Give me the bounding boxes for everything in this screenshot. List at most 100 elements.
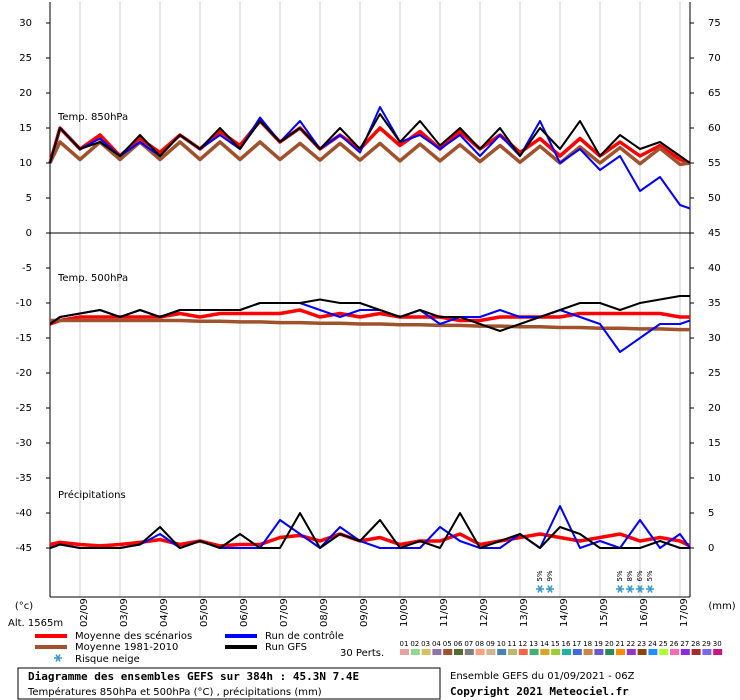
- y2-tick-label: 75: [708, 18, 721, 29]
- member-label: 26: [670, 640, 679, 648]
- member-swatch: [637, 649, 647, 655]
- member-swatch: [410, 649, 420, 655]
- member-label: 01: [400, 640, 409, 648]
- member-swatch: [529, 649, 539, 655]
- member-swatch: [475, 649, 485, 655]
- series-line: [49, 113, 691, 164]
- panel-label: Précipitations: [58, 489, 126, 501]
- x-tick-label: 08/09: [319, 598, 330, 627]
- member-swatch: [400, 649, 409, 655]
- y-tick-label: 25: [19, 53, 32, 64]
- member-swatch: [616, 649, 625, 655]
- chart-subtitle: Températures 850hPa et 500hPa (°C) , pré…: [27, 686, 322, 698]
- snow-icon-stroke: [537, 585, 543, 593]
- y2-tick-label: 45: [708, 228, 721, 239]
- y2-tick-label: 35: [708, 298, 721, 309]
- member-swatch: [659, 649, 669, 655]
- x-tick-label: 05/09: [199, 598, 210, 627]
- y-tick-label: -45: [16, 543, 32, 554]
- snow-icon: [626, 585, 634, 593]
- y2-tick-label: 60: [708, 123, 721, 134]
- legend-label: Run GFS: [265, 642, 307, 653]
- snow-risk-label: 5%: [646, 570, 654, 581]
- member-swatch: [583, 649, 593, 655]
- member-label: 18: [583, 640, 592, 648]
- y2-tick-label: 25: [708, 368, 721, 379]
- x-tick-label: 14/09: [559, 598, 570, 627]
- x-tick-label: 15/09: [599, 598, 610, 627]
- member-label: 17: [572, 640, 581, 648]
- member-label: 05: [443, 640, 452, 648]
- snow-icon: [546, 585, 554, 593]
- snow-icon: [636, 585, 644, 593]
- snow-risk-label: 9%: [546, 570, 554, 581]
- x-tick-label: 04/09: [159, 598, 170, 627]
- series-line: [49, 308, 690, 326]
- snow-icon-stroke: [637, 585, 643, 593]
- member-label: 09: [486, 640, 495, 648]
- member-label: 29: [702, 640, 711, 648]
- member-label: 27: [680, 640, 689, 648]
- member-swatch: [605, 649, 615, 655]
- y-tick-label: 0: [26, 228, 32, 239]
- members-label: 30 Perts.: [340, 648, 384, 659]
- y-tick-label: 15: [19, 123, 32, 134]
- series-line: [49, 295, 690, 332]
- member-swatch: [551, 649, 561, 655]
- series-line: [49, 505, 691, 549]
- y-tick-label: -5: [22, 263, 32, 274]
- member-swatch: [648, 649, 658, 655]
- y2-tick-label: 5: [708, 508, 714, 519]
- member-label: 30: [713, 640, 722, 648]
- member-swatch: [464, 649, 474, 655]
- y-axis-label: (°c): [15, 601, 33, 612]
- y-tick-label: -10: [16, 298, 32, 309]
- snow-risk-label: 6%: [636, 570, 644, 581]
- y2-tick-label: 30: [708, 333, 721, 344]
- snow-icon: [646, 585, 654, 593]
- series-line: [49, 532, 691, 548]
- y2-tick-label: 55: [708, 158, 721, 169]
- y-tick-label: -35: [16, 473, 32, 484]
- member-label: 14: [540, 640, 549, 648]
- x-tick-label: 12/09: [479, 598, 490, 627]
- member-swatch: [486, 649, 496, 655]
- member-swatch: [594, 649, 604, 655]
- member-swatch: [562, 649, 571, 655]
- member-label: 21: [616, 640, 625, 648]
- x-tick-label: 07/09: [279, 598, 290, 627]
- member-label: 06: [454, 640, 463, 648]
- y2-tick-label: 70: [708, 53, 721, 64]
- legend-label: Moyenne des scénarios: [75, 630, 192, 642]
- member-swatch: [670, 649, 679, 655]
- member-label: 12: [518, 640, 527, 648]
- member-swatch: [702, 649, 712, 655]
- snow-icon-stroke: [647, 585, 653, 593]
- member-label: 02: [410, 640, 419, 648]
- member-swatch: [540, 649, 550, 655]
- x-tick-label: 09/09: [359, 598, 370, 627]
- legend-label: Risque neige: [75, 654, 140, 665]
- member-label: 25: [659, 640, 668, 648]
- member-label: 16: [562, 640, 571, 648]
- member-label: 13: [529, 640, 538, 648]
- member-swatch: [421, 649, 431, 655]
- chart-title: Diagramme des ensembles GEFS sur 384h : …: [28, 670, 359, 683]
- member-label: 07: [464, 640, 473, 648]
- member-label: 20: [605, 640, 614, 648]
- snow-icon-stroke: [627, 585, 633, 593]
- series-line: [49, 512, 690, 549]
- member-label: 03: [421, 640, 430, 648]
- snow-icon-stroke: [547, 585, 553, 593]
- y-tick-label: -15: [16, 333, 32, 344]
- y-tick-label: -20: [16, 368, 32, 379]
- x-tick-label: 10/09: [399, 598, 410, 627]
- snow-icon-stroke: [617, 585, 623, 593]
- y-tick-label: 5: [26, 193, 32, 204]
- y2-tick-label: 65: [708, 88, 721, 99]
- y-tick-label: 30: [19, 18, 32, 29]
- y2-axis-label: (mm): [708, 601, 735, 612]
- member-swatch: [508, 649, 517, 655]
- y2-tick-label: 10: [708, 473, 721, 484]
